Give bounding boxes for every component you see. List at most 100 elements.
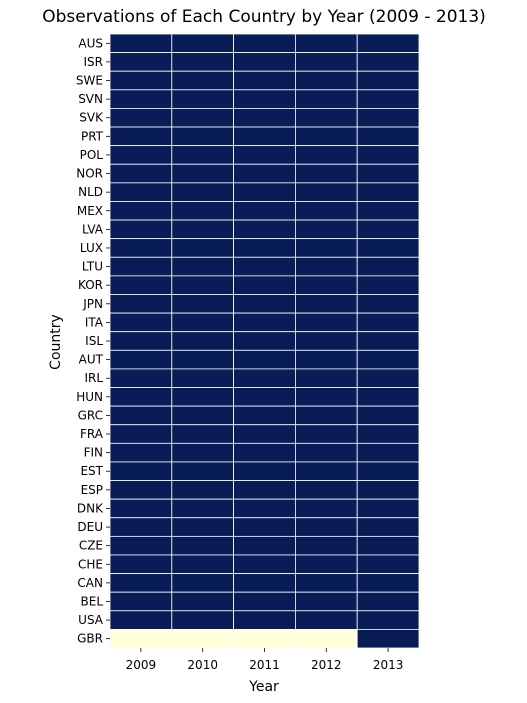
heatmap-cell-HUN-2011 [233,387,296,407]
heatmap-cell-USA-2013 [356,610,420,630]
y-tick-label: AUT [79,353,104,367]
heatmap-cell-ESP-2013 [356,480,420,500]
heatmap-cell-LVA-2011 [233,219,296,240]
heatmap-cell-POL-2010 [171,145,235,165]
heatmap-cell-AUS-2011 [233,33,296,54]
heatmap-cell-SWE-2009 [109,70,173,91]
heatmap-cell-EST-2010 [171,461,235,481]
heatmap-cell-FIN-2013 [356,442,420,463]
heatmap-cell-JPN-2011 [233,294,296,314]
x-tick-label: 2012 [311,658,342,672]
heatmap-cell-NOR-2011 [233,163,296,184]
heatmap-cell-AUT-2012 [294,349,358,370]
heatmap-cell-SVN-2009 [109,89,173,109]
y-axis: AUS ISR SWE SVN SVK PRT POL NOR NLD MEX LVA LUX LTU K… [76,36,110,646]
heatmap-cell-SVN-2010 [171,89,235,109]
heatmap-cell-GRC-2013 [356,405,420,426]
heatmap-cell-AUT-2011 [233,349,296,370]
heatmap-cell-CHE-2012 [294,554,358,574]
heatmap-cell-IRL-2009 [109,368,173,388]
heatmap-cell-CZE-2011 [233,535,296,556]
y-tick-label: FIN [84,446,103,460]
heatmap-cell-AUT-2010 [171,349,235,370]
heatmap-cell-HUN-2013 [356,387,420,407]
x-tick-label: 2013 [373,658,404,672]
heatmap-cell-GRC-2012 [294,405,358,426]
y-tick-label: CAN [77,576,103,590]
y-tick-label: LVA [82,222,104,236]
y-tick-label: PRT [81,129,104,143]
heatmap-cell-LVA-2010 [171,219,235,240]
heatmap-cell-CHE-2011 [233,554,296,574]
heatmap-cell-ISL-2009 [109,331,173,351]
heatmap-cell-PRT-2012 [294,126,358,147]
heatmap-cell-GBR-2009 [109,628,173,649]
heatmap-cell-DEU-2011 [233,517,296,537]
y-tick-label: DEU [77,520,103,534]
chart-title: Observations of Each Country by Year (20… [42,7,486,27]
heatmap-cell-LVA-2009 [109,219,173,240]
y-tick-label: GBR [77,632,103,646]
y-tick-label: FRA [80,427,104,441]
heatmap-cell-LUX-2009 [109,238,173,258]
heatmap-cell-ISL-2011 [233,331,296,351]
heatmap-cell-BEL-2009 [109,591,173,612]
heatmap-cell-IRL-2010 [171,368,235,388]
y-tick-label: HUN [76,390,103,404]
heatmap-cell-ESP-2011 [233,480,296,500]
heatmap-cell-AUS-2012 [294,33,358,54]
heatmap-cell-ISL-2010 [171,331,235,351]
heatmap-cell-KOR-2009 [109,275,173,295]
heatmap-cell-ISR-2012 [294,52,358,72]
y-tick-label: MEX [77,204,103,218]
heatmap-cell-PRT-2013 [356,126,420,147]
heatmap-cell-MEX-2009 [109,201,173,221]
heatmap-cell-EST-2012 [294,461,358,481]
heatmap-cell-MEX-2011 [233,201,296,221]
heatmap-cell-PRT-2011 [233,126,296,147]
heatmap-cell-SVN-2011 [233,89,296,109]
heatmap-cell-AUS-2009 [109,33,173,54]
y-tick-label: NOR [76,167,103,181]
heatmap-cell-LUX-2011 [233,238,296,258]
heatmap-cell-BEL-2011 [233,591,296,612]
heatmap-cell-USA-2011 [233,610,296,630]
heatmap-cell-FIN-2010 [171,442,235,463]
heatmap-cell-EST-2011 [233,461,296,481]
heatmap-cell-GBR-2011 [233,628,296,649]
heatmap-cell-ITA-2010 [171,312,235,333]
heatmap-cell-ESP-2010 [171,480,235,500]
heatmap-cell-POL-2012 [294,145,358,165]
heatmap-cell-FIN-2009 [109,442,173,463]
y-tick-label: AUS [78,36,103,50]
heatmap-cell-GBR-2012 [294,628,358,649]
heatmap-cell-HUN-2010 [171,387,235,407]
heatmap-cell-JPN-2013 [356,294,420,314]
heatmap-cell-ISR-2013 [356,52,420,72]
heatmap-cell-ITA-2011 [233,312,296,333]
heatmap-cell-LTU-2013 [356,256,420,277]
heatmap-cell-KOR-2013 [356,275,420,295]
y-tick-label: NLD [78,185,103,199]
heatmap-cell-MEX-2012 [294,201,358,221]
heatmap-cell-AUS-2010 [171,33,235,54]
heatmap-cell-LTU-2011 [233,256,296,277]
heatmap-cell-ESP-2012 [294,480,358,500]
heatmap-cell-NLD-2013 [356,182,420,202]
y-tick-label: CHE [78,557,103,571]
y-tick-label: ESP [81,483,103,497]
heatmap-cell-AUT-2013 [356,349,420,370]
heatmap-cell-SVK-2009 [109,108,173,128]
heatmap-cell-FRA-2009 [109,424,173,444]
heatmap-cell-LUX-2012 [294,238,358,258]
y-tick-label: KOR [78,278,103,292]
x-axis: 2009 2010 2011 2012 2013 [126,648,404,672]
y-tick-label: ISR [84,55,104,69]
y-tick-label: ITA [85,315,104,329]
heatmap-cell-FRA-2012 [294,424,358,444]
heatmap-cell-CAN-2012 [294,573,358,593]
heatmap-cell-ITA-2012 [294,312,358,333]
y-axis-label: Country [48,314,64,370]
heatmap-cell-ISR-2011 [233,52,296,72]
